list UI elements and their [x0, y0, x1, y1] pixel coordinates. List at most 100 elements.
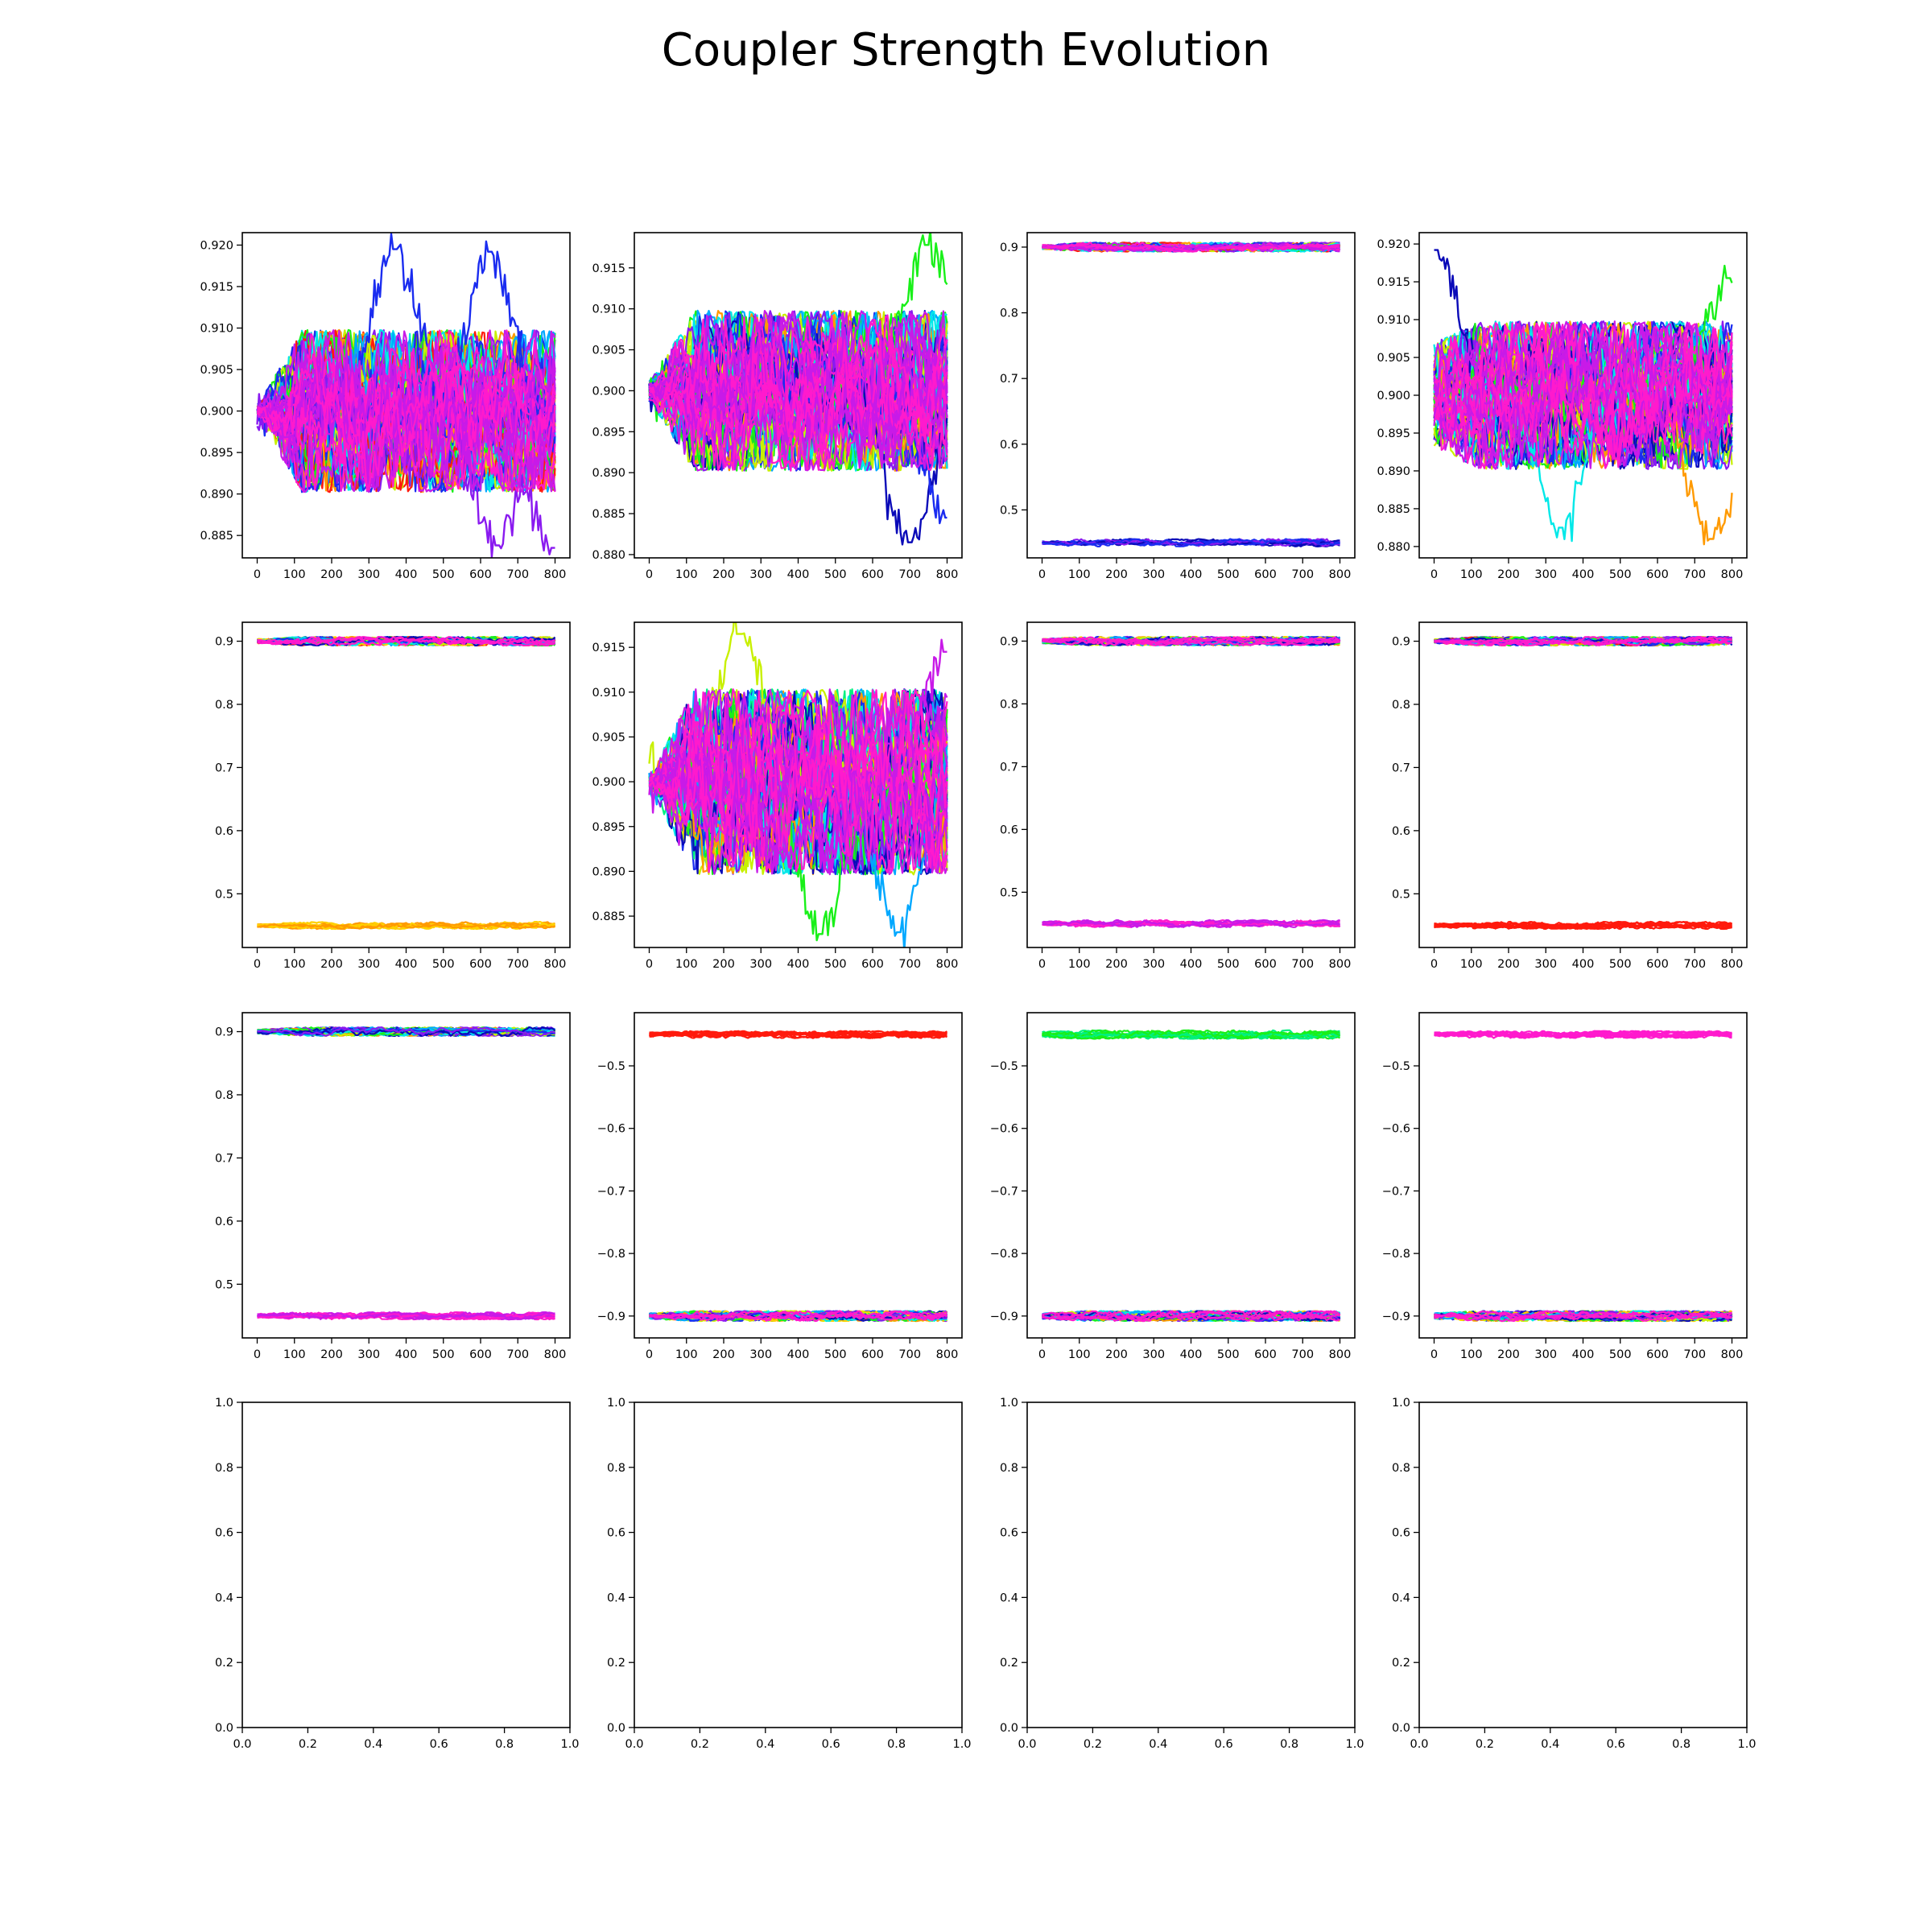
x-tick-label: 400 — [1180, 568, 1203, 581]
x-tick-label: 300 — [749, 958, 772, 971]
series-lines — [256, 233, 556, 558]
subplot-1-1: 0 100 200 300 400 500 600 700 800 0.885 0.890 0.895… — [592, 621, 963, 971]
x-tick-label: 300 — [749, 568, 772, 581]
y-tick-label: 0.890 — [592, 865, 625, 878]
series-line — [1433, 320, 1733, 442]
series-lines — [256, 1026, 556, 1321]
x-tick-label: 0 — [1430, 1348, 1438, 1361]
x-tick-label: 500 — [1609, 958, 1632, 971]
y-tick-label: 0.8 — [215, 699, 233, 712]
y-tick-label: 0.905 — [200, 364, 233, 377]
x-tick-label: 0 — [1430, 568, 1438, 581]
subplot-2-0: 0 100 200 300 400 500 600 700 800 0.5 0.6 0.7 0.8 0.9 — [215, 1012, 571, 1361]
figure-title: Coupler Strength Evolution — [661, 24, 1271, 76]
y-tick-label: 0.910 — [200, 323, 233, 336]
y-tick-label: 0.9 — [215, 1026, 233, 1039]
x-tick-label: 500 — [1609, 1348, 1632, 1361]
x-tick-label: 0.0 — [233, 1738, 251, 1751]
y-tick-label: 0.895 — [1377, 427, 1410, 440]
x-tick-label: 0.6 — [1607, 1738, 1625, 1751]
series-line — [256, 365, 556, 493]
x-tick-label: 200 — [1105, 568, 1128, 581]
y-tick-label: 0.900 — [1377, 390, 1410, 402]
x-tick-label: 0 — [646, 568, 653, 581]
y-tick-label: 0.6 — [1000, 824, 1018, 836]
x-tick-label: 100 — [675, 568, 698, 581]
y-tick-label: 0.890 — [592, 467, 625, 480]
y-tick-label: 1.0 — [215, 1397, 233, 1410]
x-tick-label: 300 — [1142, 958, 1165, 971]
subplot-0-2: 0 100 200 300 400 500 600 700 800 0.5 0.6 0.7 0.8 0.9 — [1000, 232, 1356, 581]
y-tick-label: −0.6 — [597, 1123, 625, 1136]
y-tick-label: 0.4 — [215, 1591, 233, 1604]
x-tick-label: 0 — [1038, 568, 1046, 581]
axes-frame — [1026, 1402, 1356, 1728]
y-tick-label: 0.4 — [607, 1591, 625, 1604]
series-lines — [648, 1030, 948, 1323]
series-line — [1042, 1032, 1340, 1039]
series-line — [256, 341, 556, 492]
x-tick-label: 600 — [1646, 568, 1669, 581]
x-tick-label: 800 — [1721, 958, 1744, 971]
x-tick-label: 0.6 — [822, 1738, 840, 1751]
y-tick-label: 0.5 — [215, 888, 233, 901]
series-line — [648, 688, 948, 862]
series-line — [257, 330, 556, 491]
x-tick-label: 100 — [1068, 1348, 1091, 1361]
series-lines — [648, 622, 948, 947]
y-tick-label: 0.920 — [1377, 238, 1410, 251]
x-tick-label: 400 — [1180, 958, 1203, 971]
x-tick-label: 200 — [320, 1348, 343, 1361]
y-tick-label: 0.0 — [607, 1722, 625, 1735]
y-tick-label: 0.885 — [592, 910, 625, 923]
subplot-3-1: 0.0 0.2 0.4 0.6 0.8 1.0 0.0 0.2 0.4 0.6 0.8 1.0 — [607, 1397, 972, 1751]
x-tick-label: 800 — [544, 958, 567, 971]
series-line — [648, 318, 948, 445]
y-tick-label: 0.915 — [592, 262, 625, 275]
series-line — [648, 314, 948, 472]
x-tick-label: 0.4 — [756, 1738, 774, 1751]
x-tick-label: 400 — [787, 1348, 810, 1361]
x-tick-label: 100 — [675, 1348, 698, 1361]
x-tick-label: 0 — [1430, 958, 1438, 971]
subplot-0-1: 0 100 200 300 400 500 600 700 800 0.880 0.885 0.890… — [592, 232, 963, 581]
x-tick-label: 700 — [1291, 958, 1314, 971]
y-tick-label: 0.5 — [1000, 886, 1018, 899]
y-tick-label: 0.8 — [1000, 698, 1018, 711]
x-tick-label: 0.6 — [1215, 1738, 1233, 1751]
y-tick-label: 1.0 — [1392, 1397, 1410, 1410]
y-tick-label: 0.8 — [215, 1089, 233, 1102]
series-line — [1042, 636, 1340, 646]
series-line — [1042, 1310, 1341, 1322]
x-tick-label: 300 — [1142, 1348, 1165, 1361]
y-tick-label: 0.8 — [215, 1462, 233, 1475]
y-tick-label: −0.5 — [597, 1060, 625, 1073]
x-tick-label: 300 — [357, 1348, 380, 1361]
x-tick-label: 500 — [1217, 958, 1240, 971]
series-line — [1042, 243, 1340, 253]
y-tick-label: −0.9 — [597, 1311, 625, 1323]
series-line — [649, 1030, 947, 1037]
series-line — [1433, 920, 1732, 931]
x-tick-label: 0.6 — [430, 1738, 448, 1751]
y-tick-label: 0.895 — [592, 426, 625, 439]
x-tick-label: 200 — [712, 1348, 735, 1361]
y-tick-label: 0.4 — [1000, 1591, 1018, 1604]
x-tick-label: 200 — [320, 568, 343, 581]
y-tick-label: 0.890 — [200, 489, 233, 502]
x-tick-label: 0.2 — [1476, 1738, 1494, 1751]
x-tick-label: 700 — [1291, 568, 1314, 581]
y-tick-label: −0.6 — [990, 1123, 1018, 1136]
series-line — [1433, 348, 1733, 441]
y-tick-label: 0.915 — [592, 642, 625, 654]
x-tick-label: 400 — [1180, 1348, 1203, 1361]
subplot-1-3: 0 100 200 300 400 500 600 700 800 0.5 0.6 0.7 0.8 0.9 — [1392, 621, 1748, 971]
y-tick-label: −0.9 — [1382, 1311, 1410, 1323]
y-tick-label: 0.6 — [1392, 825, 1410, 838]
y-tick-label: 0.2 — [1392, 1657, 1410, 1670]
x-tick-label: 500 — [432, 958, 455, 971]
x-tick-label: 0 — [1038, 958, 1046, 971]
x-tick-label: 600 — [1254, 1348, 1277, 1361]
y-tick-label: 0.6 — [1392, 1527, 1410, 1540]
y-tick-label: 0.910 — [1377, 314, 1410, 327]
